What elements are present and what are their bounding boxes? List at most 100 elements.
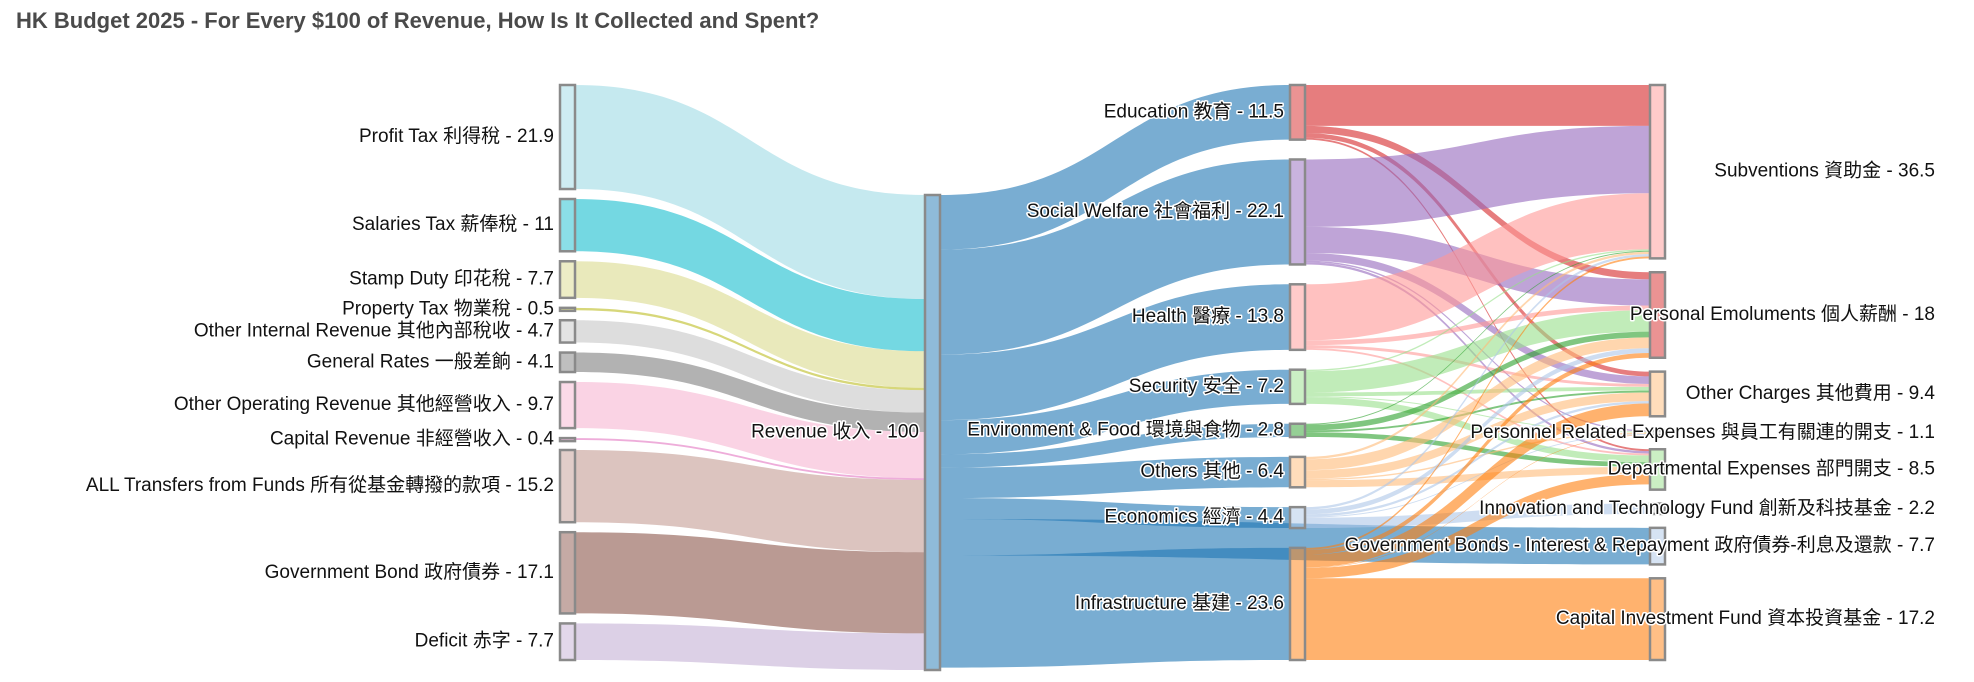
node-salaries_tax[interactable] (558, 197, 577, 253)
link-infrastructure-to-departmental[interactable] (1305, 473, 1650, 579)
node-other_internal[interactable] (558, 318, 577, 344)
node-env_food[interactable] (1288, 422, 1307, 439)
link-transfers-to-revenue[interactable] (575, 450, 925, 553)
chart-title: HK Budget 2025 - For Every $100 of Reven… (16, 8, 820, 33)
link-env_food-to-other_charges[interactable] (1305, 390, 1650, 433)
label-profit_tax: Profit Tax 利得稅 - 21.9 (359, 125, 554, 147)
link-capital_revenue-to-revenue[interactable] (575, 438, 925, 480)
link-revenue-to-health[interactable] (940, 284, 1290, 421)
label-transfers: ALL Transfers from Funds 所有從基金轉撥的款項 - 15… (86, 474, 554, 496)
node-departmental[interactable] (1648, 448, 1667, 491)
label-other_operating: Other Operating Revenue 其他經營收入 - 9.7 (174, 393, 554, 415)
link-revenue-to-education[interactable] (940, 85, 1290, 250)
label-security: Security 安全 - 7.2 (1129, 375, 1284, 397)
link-env_food-to-departmental[interactable] (1305, 432, 1650, 467)
link-economics-to-innovation_fund[interactable] (1305, 503, 1650, 529)
label-deficit: Deficit 赤字 - 7.7 (415, 630, 554, 652)
link-revenue-to-economics[interactable] (940, 498, 1290, 529)
label-other_internal: Other Internal Revenue 其他內部稅收 - 4.7 (194, 319, 554, 341)
link-infrastructure-to-capital_investment[interactable] (1305, 578, 1650, 660)
link-economics-to-other_charges[interactable] (1305, 401, 1650, 517)
link-economics-to-subventions[interactable] (1305, 254, 1650, 510)
link-profit_tax-to-revenue[interactable] (575, 85, 925, 300)
node-capital_investment[interactable] (1648, 577, 1667, 662)
node-stamp_duty[interactable] (558, 260, 577, 300)
link-revenue-to-infrastructure[interactable] (940, 547, 1290, 668)
link-property_tax-to-revenue[interactable] (575, 307, 925, 391)
node-deficit[interactable] (558, 622, 577, 662)
link-health-to-subventions[interactable] (1305, 193, 1650, 341)
node-innovation_fund[interactable] (1648, 502, 1667, 516)
link-revenue-to-others[interactable] (940, 456, 1290, 499)
link-social_welfare-to-other_charges[interactable] (1305, 253, 1650, 384)
label-subventions: Subventions 資助金 - 36.5 (1714, 160, 1935, 182)
link-security-to-personnel_related[interactable] (1305, 396, 1650, 433)
label-revenue: Revenue 收入 - 100 (751, 421, 919, 443)
sankey-nodes (558, 83, 1667, 672)
link-security-to-personal_emoluments[interactable] (1305, 310, 1650, 393)
node-other_charges[interactable] (1648, 370, 1667, 418)
node-transfers[interactable] (558, 448, 577, 524)
sankey-links (575, 85, 1650, 670)
label-gov_bonds_interest: Government Bonds - Interest & Repayment … (1345, 534, 1935, 556)
link-other_internal-to-revenue[interactable] (575, 320, 925, 413)
node-gov_bonds_interest[interactable] (1648, 526, 1667, 566)
label-others: Others 其他 - 6.4 (1140, 460, 1284, 482)
node-security[interactable] (1288, 368, 1307, 406)
label-infrastructure: Infrastructure 基建 - 23.6 (1075, 592, 1284, 614)
link-deficit-to-revenue[interactable] (575, 623, 925, 670)
node-general_rates[interactable] (558, 351, 577, 374)
node-social_welfare[interactable] (1288, 158, 1307, 266)
link-stamp_duty-to-revenue[interactable] (575, 261, 925, 388)
node-personal_emoluments[interactable] (1648, 271, 1667, 360)
link-others-to-subventions[interactable] (1305, 251, 1650, 460)
link-economics-to-personnel_related[interactable] (1305, 433, 1650, 518)
label-personnel_related: Personnel Related Expenses 與員工有關連的開支 - 1… (1470, 421, 1935, 443)
node-personnel_related[interactable] (1648, 428, 1667, 437)
link-health-to-other_charges[interactable] (1305, 345, 1650, 387)
link-gov_bond-to-revenue[interactable] (575, 532, 925, 634)
link-revenue-to-social_welfare[interactable] (940, 159, 1290, 355)
link-others-to-personnel_related[interactable] (1305, 432, 1650, 481)
label-salaries_tax: Salaries Tax 薪俸稅 - 11 (352, 213, 554, 235)
label-innovation_fund: Innovation and Technology Fund 創新及科技基金 -… (1479, 497, 1935, 519)
link-env_food-to-subventions[interactable] (1305, 250, 1650, 425)
link-revenue-to-env_food[interactable] (940, 423, 1290, 468)
node-capital_revenue[interactable] (558, 436, 577, 443)
link-security-to-subventions[interactable] (1305, 249, 1650, 372)
link-infrastructure-to-subventions[interactable] (1305, 256, 1650, 550)
link-infrastructure-to-other_charges[interactable] (1305, 403, 1650, 568)
node-education[interactable] (1288, 83, 1307, 141)
label-property_tax: Property Tax 物業稅 - 0.5 (342, 297, 554, 319)
link-infrastructure-to-personnel_related[interactable] (1305, 434, 1650, 568)
link-salaries_tax-to-revenue[interactable] (575, 199, 925, 352)
label-capital_investment: Capital Investment Fund 資本投資基金 - 17.2 (1556, 607, 1935, 629)
label-departmental: Departmental Expenses 部門開支 - 8.5 (1608, 457, 1935, 479)
node-economics[interactable] (1288, 505, 1307, 530)
node-infrastructure[interactable] (1288, 546, 1307, 662)
link-other_operating-to-revenue[interactable] (575, 382, 925, 479)
node-health[interactable] (1288, 283, 1307, 352)
link-infrastructure-to-personal_emoluments[interactable] (1305, 353, 1650, 555)
link-economics-to-personal_emoluments[interactable] (1305, 348, 1650, 515)
node-other_operating[interactable] (558, 380, 577, 430)
link-revenue-to-security[interactable] (940, 369, 1290, 455)
label-general_rates: General Rates 一般差餉 - 4.1 (307, 350, 554, 372)
link-others-to-other_charges[interactable] (1305, 392, 1650, 479)
link-education-to-subventions[interactable] (1305, 85, 1650, 126)
label-health: Health 醫療 - 13.8 (1132, 305, 1284, 327)
node-gov_bond[interactable] (558, 530, 577, 615)
sankey-labels: Profit Tax 利得稅 - 21.9 Salaries Tax 薪俸稅 - … (84, 99, 1937, 653)
link-health-to-personal_emoluments[interactable] (1305, 305, 1650, 346)
link-social_welfare-to-subventions[interactable] (1305, 125, 1650, 227)
label-other_charges: Other Charges 其他費用 - 9.4 (1686, 382, 1936, 404)
link-security-to-other_charges[interactable] (1305, 386, 1650, 397)
label-env_food: Environment & Food 環境與食物 - 2.8 (967, 418, 1284, 440)
node-subventions[interactable] (1648, 83, 1667, 260)
node-revenue[interactable] (923, 193, 942, 672)
link-general_rates-to-revenue[interactable] (575, 352, 925, 433)
node-profit_tax[interactable] (558, 83, 577, 191)
node-property_tax[interactable] (558, 306, 577, 313)
node-others[interactable] (1288, 455, 1307, 489)
